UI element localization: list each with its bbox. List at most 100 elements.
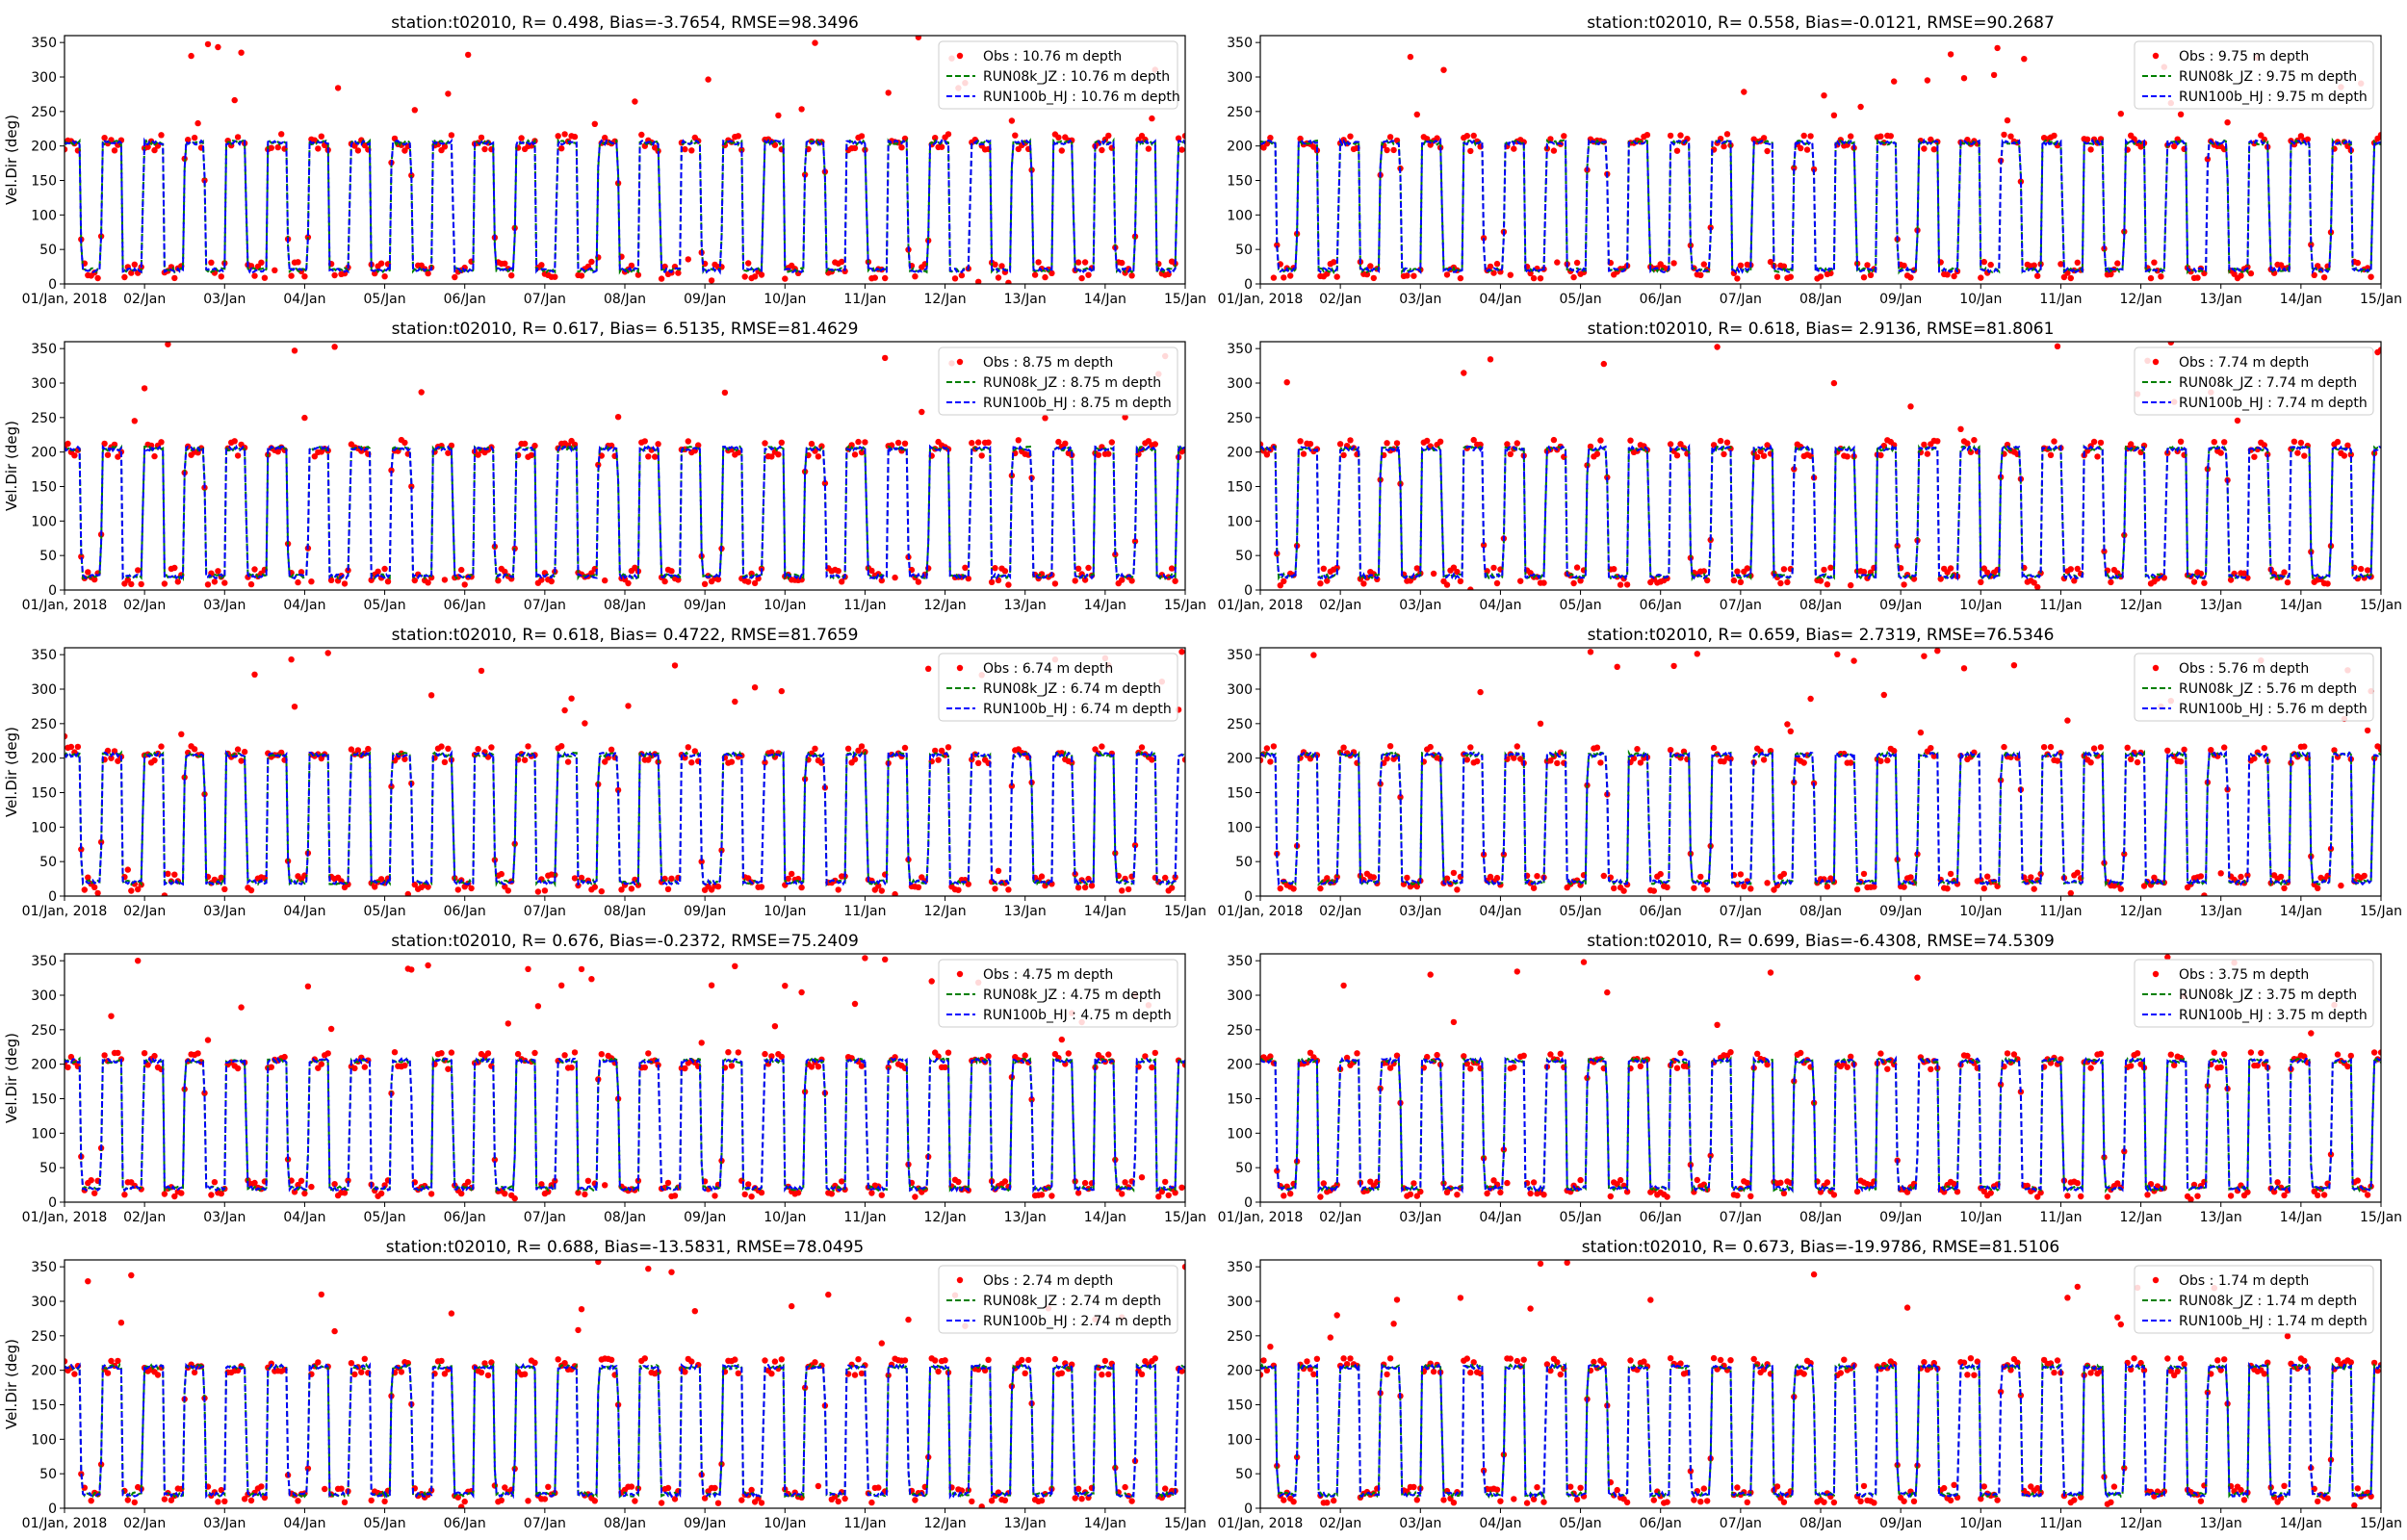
- obs-point: [1817, 273, 1825, 280]
- obs-point: [427, 692, 435, 699]
- obs-point: [868, 1190, 875, 1196]
- obs-point: [1800, 1371, 1807, 1377]
- y-tick-label: 100: [1227, 514, 1253, 529]
- obs-point: [1407, 53, 1414, 61]
- obs-point: [372, 884, 378, 890]
- obs-point: [2067, 274, 2074, 282]
- obs-point: [2164, 1355, 2171, 1362]
- obs-point: [151, 1052, 158, 1060]
- obs-point: [191, 746, 198, 753]
- obs-point: [1971, 437, 1978, 444]
- x-tick-label: 10/Jan: [1959, 598, 2002, 613]
- obs-point: [241, 748, 248, 756]
- obs-point: [188, 52, 194, 60]
- obs-point: [2114, 260, 2121, 267]
- obs-point: [1178, 649, 1185, 655]
- legend-entry: RUN08k_JZ : 7.74 m depth: [2179, 375, 2357, 391]
- x-tick-label: 08/Jan: [604, 1516, 646, 1531]
- obs-point: [1734, 275, 1741, 282]
- obs-point: [1907, 874, 1914, 881]
- obs-point: [1620, 887, 1627, 894]
- obs-point: [71, 1371, 78, 1377]
- obs-point: [445, 745, 452, 752]
- obs-point: [912, 273, 919, 280]
- obs-point: [2037, 1189, 2044, 1196]
- obs-point: [2074, 565, 2081, 573]
- obs-point: [1791, 165, 1798, 171]
- obs-point: [2051, 438, 2058, 445]
- x-tick-label: 06/Jan: [1640, 292, 1682, 307]
- obs-point: [261, 1494, 269, 1502]
- obs-point: [304, 983, 312, 989]
- x-tick-label: 10/Jan: [1959, 1516, 2002, 1531]
- x-tick-label: 13/Jan: [1004, 1210, 1047, 1225]
- obs-point: [204, 1037, 212, 1043]
- obs-point: [578, 965, 585, 973]
- obs-point: [1333, 873, 1340, 881]
- obs-point: [171, 871, 178, 878]
- obs-point: [1777, 1179, 1784, 1187]
- obs-point: [839, 578, 845, 585]
- x-tick-label: 06/Jan: [1640, 1516, 1682, 1531]
- obs-point: [1484, 1190, 1490, 1197]
- run08k-line: [1260, 1055, 2381, 1194]
- obs-point: [882, 956, 889, 962]
- obs-point: [65, 146, 68, 153]
- obs-point: [2058, 261, 2064, 268]
- obs-point: [932, 747, 939, 755]
- obs-point: [1530, 274, 1538, 282]
- obs-point: [295, 1181, 301, 1189]
- obs-point: [2074, 869, 2081, 876]
- obs-point: [1723, 131, 1731, 138]
- obs-point: [758, 1189, 765, 1196]
- obs-point: [1530, 1179, 1538, 1186]
- x-tick-label: 13/Jan: [2200, 1516, 2242, 1531]
- obs-point: [274, 449, 281, 455]
- obs-point: [1848, 1053, 1854, 1061]
- obs-point: [1978, 274, 1984, 281]
- obs-point: [1773, 1483, 1781, 1490]
- obs-point: [1105, 132, 1112, 140]
- obs-point: [1287, 272, 1294, 279]
- obs-point: [878, 1192, 885, 1198]
- obs-point: [2010, 662, 2018, 669]
- x-tick-label: 01/Jan, 2018: [1218, 1516, 1304, 1531]
- y-tick-label: 250: [1227, 105, 1253, 120]
- x-tick-label: 03/Jan: [203, 1516, 246, 1531]
- obs-point: [1527, 1190, 1534, 1197]
- obs-point: [758, 1500, 765, 1506]
- obs-point: [1903, 1304, 1911, 1311]
- obs-point: [2354, 259, 2361, 267]
- obs-point: [868, 567, 875, 575]
- obs-point: [839, 1178, 845, 1185]
- x-tick-label: 02/Jan: [123, 904, 166, 919]
- obs-point: [668, 875, 675, 882]
- obs-point: [1537, 275, 1544, 282]
- obs-point: [668, 568, 675, 575]
- obs-point: [418, 389, 425, 396]
- obs-point: [1493, 579, 1501, 587]
- x-tick-label: 03/Jan: [1399, 1516, 1441, 1531]
- y-tick-label: 250: [1227, 717, 1253, 732]
- obs-point: [848, 442, 855, 449]
- obs-point: [331, 271, 338, 279]
- legend-box: [2134, 40, 2374, 110]
- obs-point: [1290, 886, 1297, 892]
- obs-point: [851, 1372, 859, 1378]
- obs-point: [521, 440, 529, 448]
- obs-point: [2315, 1498, 2321, 1505]
- obs-point: [794, 1190, 802, 1196]
- obs-point: [1664, 1499, 1670, 1505]
- obs-point: [354, 747, 362, 754]
- y-tick-label: 300: [31, 1295, 57, 1310]
- obs-point: [1131, 538, 1139, 545]
- obs-point: [1884, 1065, 1891, 1072]
- y-tick-label: 200: [31, 140, 57, 155]
- obs-point: [1930, 146, 1938, 153]
- obs-point: [1175, 135, 1182, 141]
- obs-point: [1511, 1064, 1517, 1071]
- obs-point: [2083, 136, 2091, 142]
- obs-point: [2244, 575, 2251, 581]
- obs-point: [381, 273, 388, 280]
